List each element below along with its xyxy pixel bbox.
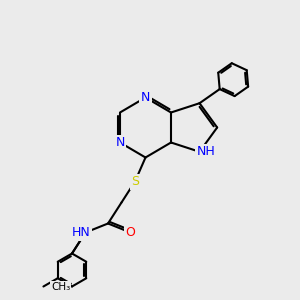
Text: N: N [141,91,150,104]
Text: NH: NH [197,145,215,158]
Text: S: S [131,175,139,188]
Text: O: O [126,226,135,239]
Text: HN: HN [72,226,90,239]
Text: CH₃: CH₃ [51,281,70,292]
Text: N: N [115,136,125,149]
